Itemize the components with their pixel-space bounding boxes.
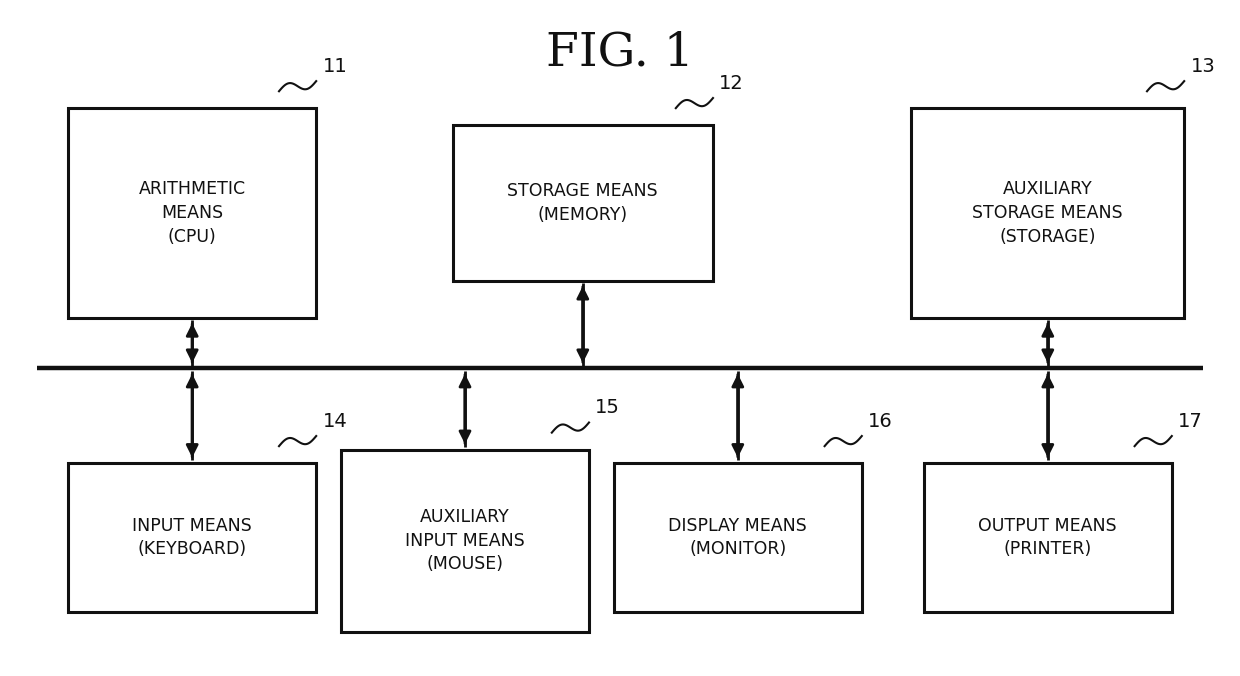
FancyArrowPatch shape xyxy=(187,327,197,362)
Text: 11: 11 xyxy=(322,57,347,76)
FancyArrowPatch shape xyxy=(578,287,588,360)
Bar xyxy=(68,463,316,612)
Text: 15: 15 xyxy=(595,398,620,417)
FancyArrowPatch shape xyxy=(187,377,197,457)
FancyArrowPatch shape xyxy=(733,377,743,457)
Text: STORAGE MEANS
(MEMORY): STORAGE MEANS (MEMORY) xyxy=(507,182,658,224)
Text: 14: 14 xyxy=(322,412,347,431)
Text: ARITHMETIC
MEANS
(CPU): ARITHMETIC MEANS (CPU) xyxy=(139,180,246,245)
Text: FIG. 1: FIG. 1 xyxy=(546,30,694,76)
Text: AUXILIARY
INPUT MEANS
(MOUSE): AUXILIARY INPUT MEANS (MOUSE) xyxy=(405,508,525,573)
Bar xyxy=(341,450,589,632)
Text: 17: 17 xyxy=(1178,412,1203,431)
FancyArrowPatch shape xyxy=(1043,377,1053,457)
Bar xyxy=(924,463,1172,612)
Text: OUTPUT MEANS
(PRINTER): OUTPUT MEANS (PRINTER) xyxy=(978,516,1117,558)
Text: DISPLAY MEANS
(MONITOR): DISPLAY MEANS (MONITOR) xyxy=(668,516,807,558)
FancyArrowPatch shape xyxy=(187,375,197,454)
Text: 13: 13 xyxy=(1190,57,1215,76)
Bar xyxy=(453,125,713,281)
Text: 16: 16 xyxy=(868,412,893,431)
FancyArrowPatch shape xyxy=(1043,327,1053,362)
FancyArrowPatch shape xyxy=(1043,375,1053,454)
FancyArrowPatch shape xyxy=(460,377,470,443)
FancyArrowPatch shape xyxy=(733,375,743,454)
Text: 12: 12 xyxy=(719,74,744,93)
FancyArrowPatch shape xyxy=(578,289,588,362)
Bar xyxy=(614,463,862,612)
FancyArrowPatch shape xyxy=(1043,324,1053,360)
Bar xyxy=(68,108,316,318)
Bar xyxy=(911,108,1184,318)
FancyArrowPatch shape xyxy=(187,324,197,360)
Text: INPUT MEANS
(KEYBOARD): INPUT MEANS (KEYBOARD) xyxy=(133,516,252,558)
FancyArrowPatch shape xyxy=(460,375,470,441)
Text: AUXILIARY
STORAGE MEANS
(STORAGE): AUXILIARY STORAGE MEANS (STORAGE) xyxy=(972,180,1123,245)
